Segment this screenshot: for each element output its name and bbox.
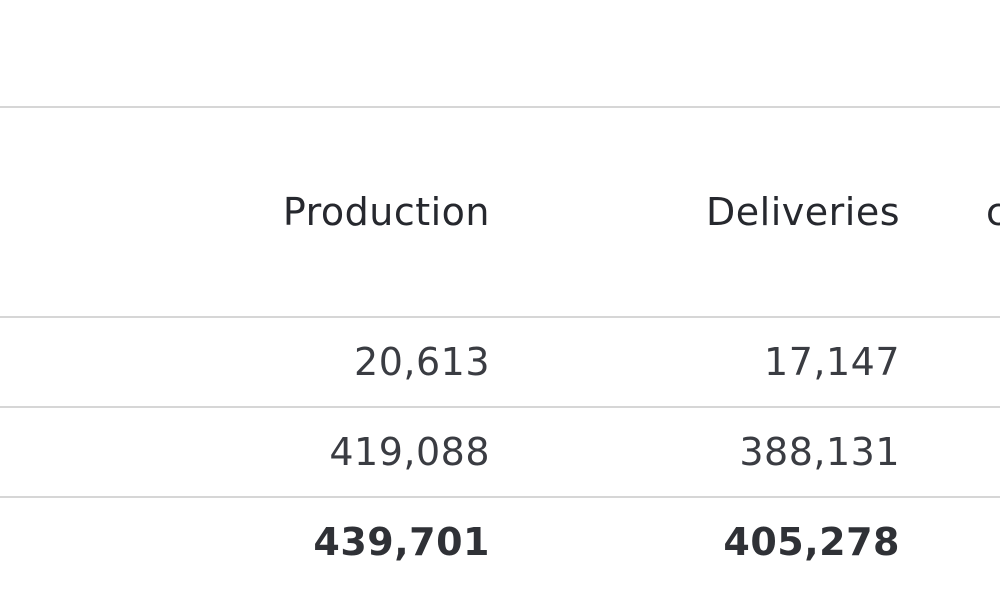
header-divider: [0, 316, 1000, 318]
column-header-deliveries: Deliveries: [706, 190, 900, 234]
row-1-production: 20,613: [354, 340, 490, 384]
row-divider: [0, 406, 1000, 408]
row-2-deliveries: 388,131: [739, 430, 900, 474]
row-2-production: 419,088: [329, 430, 490, 474]
column-header-clipped: c: [986, 190, 1000, 234]
total-deliveries: 405,278: [723, 520, 900, 564]
row-1-deliveries: 17,147: [764, 340, 900, 384]
table-top-divider: [0, 106, 1000, 108]
column-header-production: Production: [282, 190, 490, 234]
row-divider: [0, 496, 1000, 498]
total-production: 439,701: [313, 520, 490, 564]
